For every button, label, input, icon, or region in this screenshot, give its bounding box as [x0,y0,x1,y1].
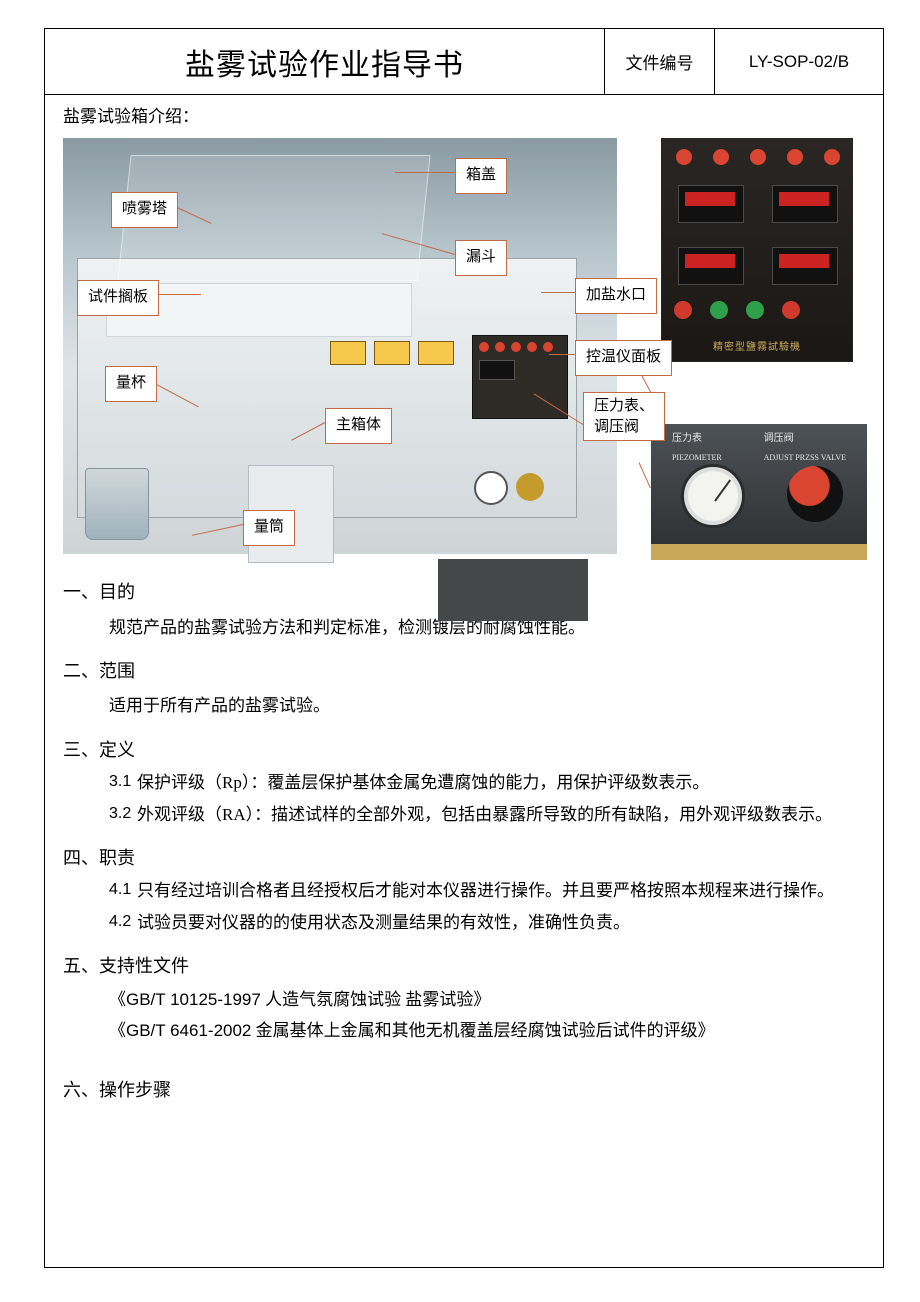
item-4-1: 4.1 只有经过培训合格者且经授权后才能对本仪器进行操作。并且要严格按照本规程来… [63,875,865,906]
item-3-1: 3.1 保护评级（Rp）：覆盖层保护基体金属免遭腐蚀的能力，用保护评级数表示。 [63,767,865,798]
section-3-heading: 三、定义 [63,734,865,767]
section-6-heading: 六、操作步骤 [63,1074,865,1107]
callout-port: 加盐水口 [575,278,657,314]
item-4-2: 4.2 试验员要对仪器的的使用状态及测量结果的有效性，准确性负责。 [63,907,865,938]
item-num: 4.1 [109,875,137,906]
ref-2: 《GB/T 6461-2002 金属基体上金属和其他无机覆盖层经腐蚀试验后试件的… [63,1015,865,1046]
panel-caption: 精密型鹽霧試驗機 [662,339,852,359]
callout-gauge-l2: 调压阀 [594,419,639,435]
callout-tower: 喷雾塔 [111,192,178,228]
hazard-label [374,341,410,365]
bucket [85,468,149,540]
document-title: 盐雾试验作业指导书 [185,40,464,84]
section-5-heading: 五、支持性文件 [63,950,865,983]
document-page: 盐雾试验作业指导书 文件编号 LY-SOP-02/B 盐雾试验箱介绍： [44,28,884,1268]
gauge-right-en: ADJUST PRZSS VALVE [764,453,846,462]
gauge-left-cn: 压力表 [672,433,702,444]
machine-gauge [474,471,508,505]
hazard-label [330,341,366,365]
gauge-right-cn: 调压阀 [764,433,794,444]
item-text: 试验员要对仪器的的使用状态及测量结果的有效性，准确性负责。 [137,907,865,938]
hazard-label [418,341,454,365]
side-gauge-photo: 压力表 PIEZOMETER 调压阀 ADJUST PRZSS VALVE [651,424,867,560]
section-2-heading: 二、范围 [63,655,865,688]
content-area: 盐雾试验箱介绍： [45,95,883,1126]
callout-cup: 量杯 [105,366,157,402]
item-num: 3.1 [109,767,137,798]
callout-cylinder: 量筒 [243,510,295,546]
callout-body: 主箱体 [325,408,392,444]
side-panel-photo: 精密型鹽霧試驗機 [661,138,853,362]
item-num: 3.2 [109,799,137,830]
machine-base [438,559,588,621]
callout-funnel: 漏斗 [455,240,507,276]
ref-1: 《GB/T 10125-1997 人造气氛腐蚀试验 盐雾试验》 [63,984,865,1015]
gauge-left-en: PIEZOMETER [672,453,722,462]
title-cell: 盐雾试验作业指导书 [45,29,605,94]
callout-gauge: 压力表、 调压阀 [583,392,665,441]
section-4-heading: 四、职责 [63,842,865,875]
figure-area: 喷雾塔 箱盖 漏斗 试件搁板 量杯 主箱体 量筒 加盐水口 控温仪面板 压力表、… [55,136,873,564]
item-3-2: 3.2 外观评级（RA）：描述试样的全部外观，包括由暴露所导致的所有缺陷，用外观… [63,799,865,830]
item-num: 4.2 [109,907,137,938]
docnum-label: 文件编号 [605,29,715,94]
callout-shelf: 试件搁板 [77,280,159,316]
item-text: 只有经过培训合格者且经授权后才能对本仪器进行操作。并且要严格按照本规程来进行操作… [137,875,865,906]
item-text: 外观评级（RA）：描述试样的全部外观，包括由暴露所导致的所有缺陷，用外观评级数表… [137,799,865,830]
header-row: 盐雾试验作业指导书 文件编号 LY-SOP-02/B [45,29,883,95]
machine-knob [516,473,544,501]
docnum-value: LY-SOP-02/B [715,29,883,94]
section-2-para: 适用于所有产品的盐雾试验。 [63,690,865,721]
intro-line: 盐雾试验箱介绍： [63,101,865,132]
callout-gauge-l1: 压力表、 [594,398,654,414]
callout-lid: 箱盖 [455,158,507,194]
item-text: 保护评级（Rp）：覆盖层保护基体金属免遭腐蚀的能力，用保护评级数表示。 [137,767,865,798]
callout-panel: 控温仪面板 [575,340,672,376]
